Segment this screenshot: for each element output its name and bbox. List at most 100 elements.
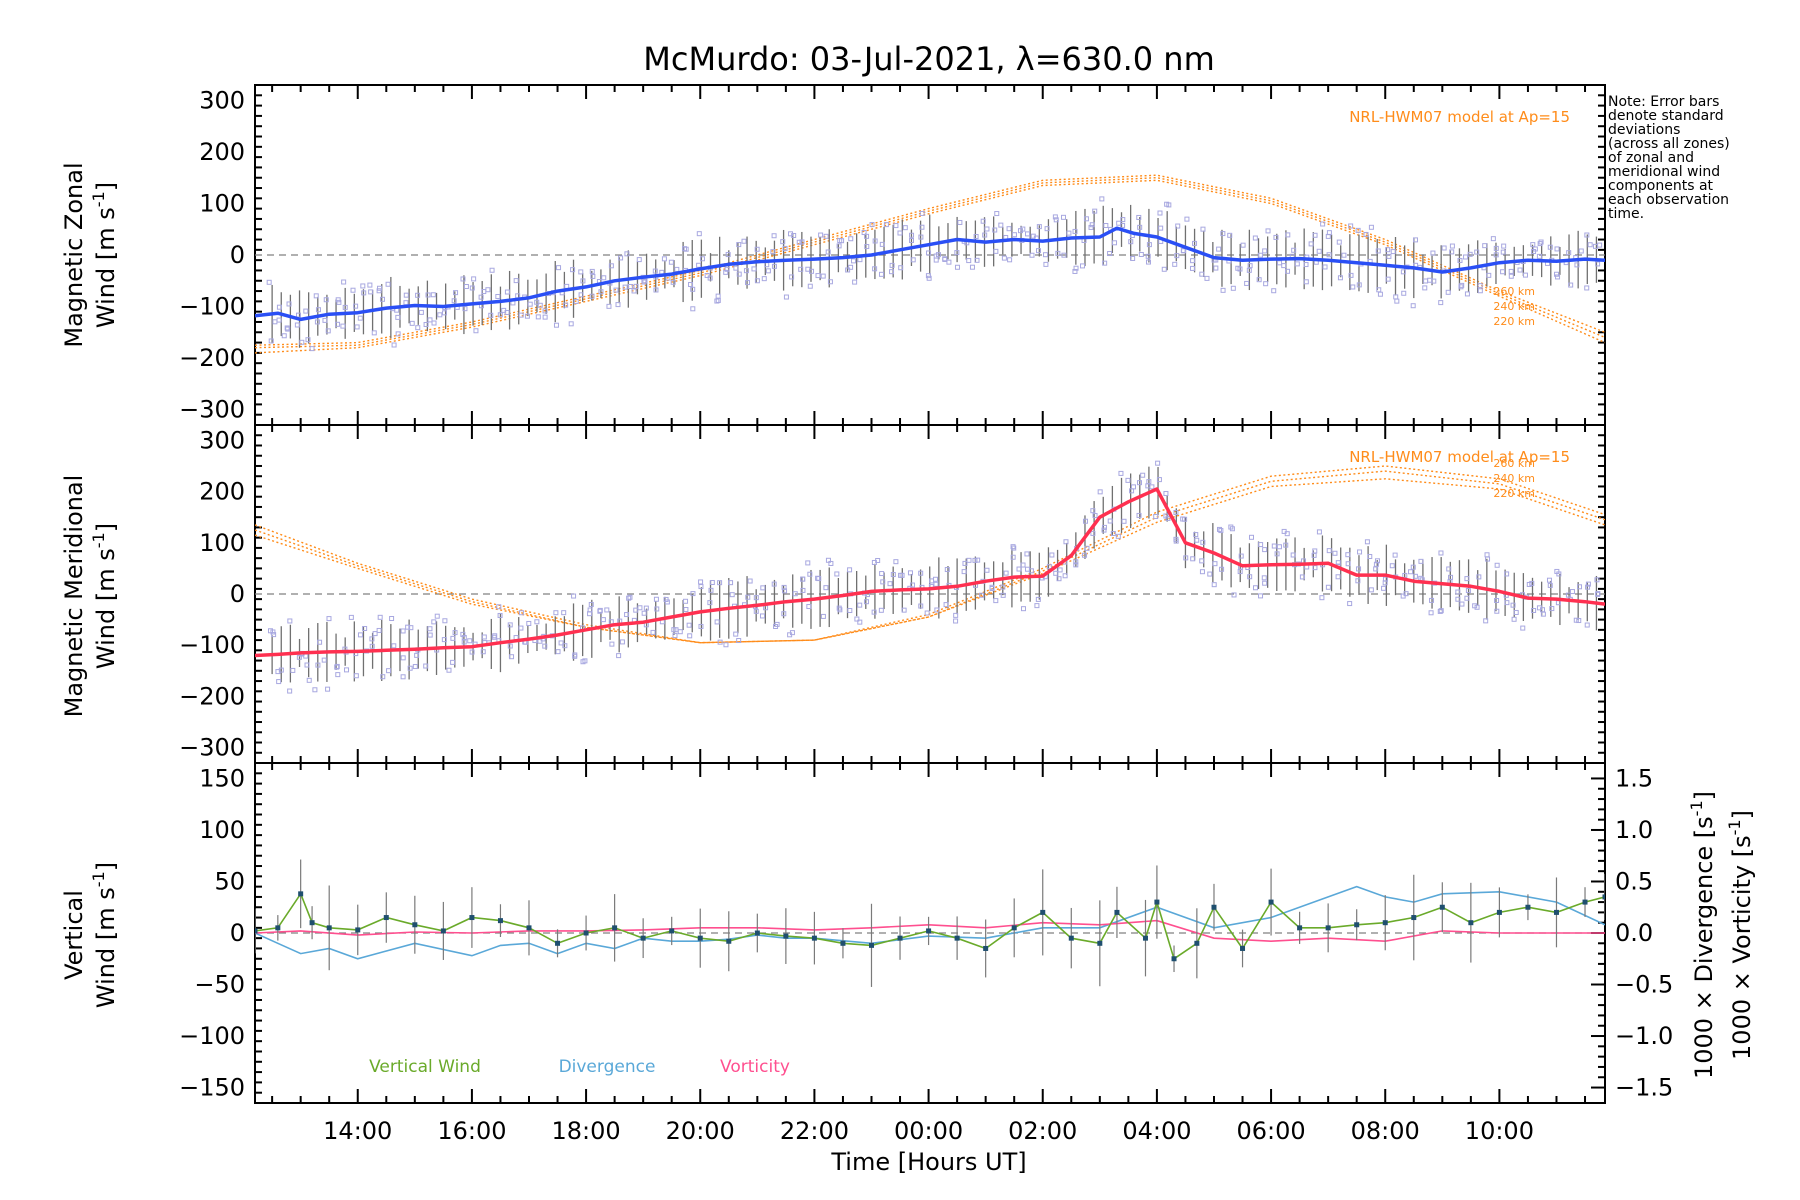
vertical-wind-point xyxy=(754,930,760,936)
zone-sample xyxy=(1530,242,1536,248)
zone-sample xyxy=(674,266,680,272)
zone-sample xyxy=(857,619,863,625)
zone-sample xyxy=(385,281,391,287)
zone-sample xyxy=(1322,264,1328,270)
zone-sample xyxy=(305,337,311,343)
zone-sample xyxy=(1428,610,1434,616)
zone-sample xyxy=(717,580,723,586)
zone-sample xyxy=(827,279,833,285)
zone-sample xyxy=(663,596,669,602)
zone-sample xyxy=(1529,580,1535,586)
zone-sample xyxy=(1120,217,1126,223)
zone-sample xyxy=(973,234,979,240)
zone-sample xyxy=(1271,543,1277,549)
zone-sample xyxy=(782,245,788,251)
zone-sample xyxy=(1157,210,1163,216)
zone-sample xyxy=(589,293,595,299)
zone-sample xyxy=(1592,243,1598,249)
zone-sample xyxy=(281,333,287,339)
legend-vorticity: Vorticity xyxy=(720,1057,790,1077)
zone-sample xyxy=(1110,531,1116,537)
zone-sample xyxy=(1256,277,1262,283)
zone-sample xyxy=(1364,539,1370,545)
zone-sample xyxy=(1458,284,1464,290)
model-curve-260km xyxy=(255,465,1605,644)
zone-sample xyxy=(509,654,515,660)
x-tick-label: 14:00 xyxy=(323,1117,392,1145)
zone-sample xyxy=(1024,566,1030,572)
x-tick-label: 06:00 xyxy=(1236,1117,1305,1145)
meridional-panel: −300 −200 −100 0 100 200 300 NRL-HWM07 model at… xyxy=(60,424,1606,764)
chart-title: McMurdo: 03-Jul-2021, λ=630.0 nm xyxy=(643,40,1215,78)
zone-sample xyxy=(1034,603,1040,609)
zone-sample xyxy=(1056,576,1062,582)
zone-sample xyxy=(1000,584,1006,590)
zone-sample xyxy=(1335,574,1341,580)
zone-sample xyxy=(1455,596,1461,602)
zone-sample xyxy=(315,307,321,313)
zone-sample xyxy=(847,567,853,573)
zone-sample xyxy=(993,598,999,604)
zone-sample xyxy=(642,278,648,284)
zone-sample xyxy=(815,575,821,581)
plot-area xyxy=(255,859,1605,987)
vertical-wind-point xyxy=(275,925,281,931)
vertical-wind-point xyxy=(697,935,703,941)
zone-sample xyxy=(615,302,621,308)
zone-sample xyxy=(771,263,777,269)
zone-sample xyxy=(1423,278,1429,284)
y2-tick-label: −1.5 xyxy=(1615,1074,1673,1102)
zone-sample xyxy=(1337,275,1343,281)
zone-sample xyxy=(1011,232,1017,238)
zone-sample xyxy=(1190,258,1196,264)
zone-sample xyxy=(1574,262,1580,268)
zone-sample xyxy=(1482,243,1488,249)
zone-sample xyxy=(1517,267,1523,273)
zone-sample xyxy=(1082,552,1088,558)
zone-sample xyxy=(857,602,863,608)
zone-sample xyxy=(463,284,469,290)
zone-sample xyxy=(699,256,705,262)
zone-sample xyxy=(1504,571,1510,577)
zone-sample xyxy=(376,627,382,633)
zone-sample xyxy=(1485,556,1491,562)
zone-sample xyxy=(299,339,305,345)
zone-sample xyxy=(1073,265,1079,271)
zone-sample xyxy=(780,239,786,245)
zone-sample xyxy=(325,328,331,334)
zone-sample xyxy=(1090,508,1096,514)
zone-sample xyxy=(1477,283,1483,289)
zone-sample xyxy=(430,292,436,298)
zone-sample xyxy=(1476,574,1482,580)
zone-sample xyxy=(497,312,503,318)
zone-sample xyxy=(805,560,811,566)
zone-sample xyxy=(851,258,857,264)
model-alt-label: 240 km xyxy=(1493,472,1535,485)
zone-sample xyxy=(1174,253,1180,259)
zone-sample xyxy=(823,233,829,239)
zone-sample xyxy=(1257,252,1263,258)
zone-sample xyxy=(415,325,421,331)
zone-sample xyxy=(624,612,630,618)
zone-sample xyxy=(1083,216,1089,222)
zone-sample xyxy=(1463,254,1469,260)
x-tick-label: 02:00 xyxy=(1008,1117,1077,1145)
vertical-wind-point xyxy=(612,925,618,931)
zone-sample xyxy=(754,278,760,284)
zone-sample xyxy=(926,250,932,256)
zone-sample xyxy=(1412,237,1418,243)
zone-sample xyxy=(1253,585,1259,591)
zone-sample xyxy=(994,211,1000,217)
zone-sample xyxy=(1155,460,1161,466)
zone-sample xyxy=(480,649,486,655)
zone-sample xyxy=(714,298,720,304)
zone-sample xyxy=(668,259,674,265)
zone-sample xyxy=(698,584,704,590)
zone-sample xyxy=(313,293,319,299)
vertical-wind-point xyxy=(412,922,418,928)
zone-sample xyxy=(1190,556,1196,562)
zone-sample xyxy=(1520,625,1526,631)
zone-sample xyxy=(798,266,804,272)
vertical-wind-point xyxy=(983,945,989,951)
zone-sample xyxy=(889,269,895,275)
